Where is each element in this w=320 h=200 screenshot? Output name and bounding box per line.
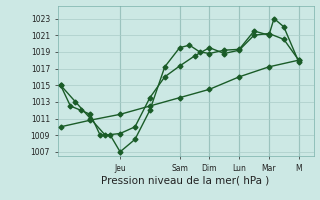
X-axis label: Pression niveau de la mer( hPa ): Pression niveau de la mer( hPa ) (101, 175, 270, 185)
